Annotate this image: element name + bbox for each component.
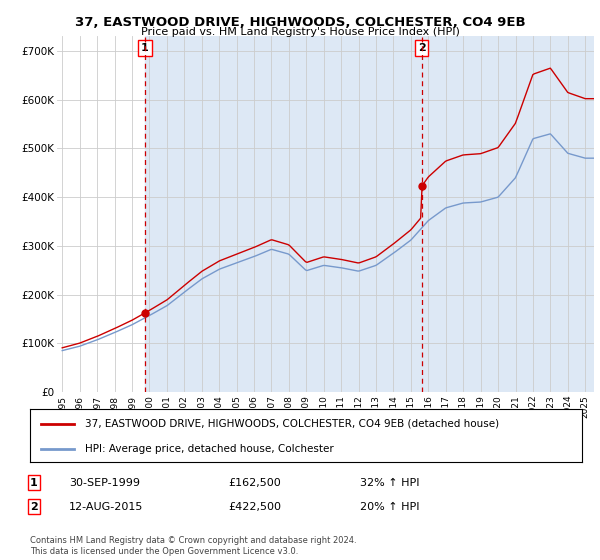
Text: HPI: Average price, detached house, Colchester: HPI: Average price, detached house, Colc…	[85, 444, 334, 454]
Text: 1: 1	[30, 478, 38, 488]
Text: Contains HM Land Registry data © Crown copyright and database right 2024.
This d: Contains HM Land Registry data © Crown c…	[30, 536, 356, 556]
Text: 30-SEP-1999: 30-SEP-1999	[69, 478, 140, 488]
Text: £162,500: £162,500	[228, 478, 281, 488]
Text: 32% ↑ HPI: 32% ↑ HPI	[360, 478, 419, 488]
Bar	[145, 36, 422, 392]
Text: 2: 2	[418, 43, 425, 53]
Text: 37, EASTWOOD DRIVE, HIGHWOODS, COLCHESTER, CO4 9EB (detached house): 37, EASTWOOD DRIVE, HIGHWOODS, COLCHESTE…	[85, 419, 499, 429]
Text: £422,500: £422,500	[228, 502, 281, 512]
Text: 1: 1	[141, 43, 149, 53]
Text: 2: 2	[30, 502, 38, 512]
Text: Price paid vs. HM Land Registry's House Price Index (HPI): Price paid vs. HM Land Registry's House …	[140, 27, 460, 37]
Bar	[422, 36, 594, 392]
Text: 12-AUG-2015: 12-AUG-2015	[69, 502, 143, 512]
Text: 37, EASTWOOD DRIVE, HIGHWOODS, COLCHESTER, CO4 9EB: 37, EASTWOOD DRIVE, HIGHWOODS, COLCHESTE…	[74, 16, 526, 29]
Text: 20% ↑ HPI: 20% ↑ HPI	[360, 502, 419, 512]
